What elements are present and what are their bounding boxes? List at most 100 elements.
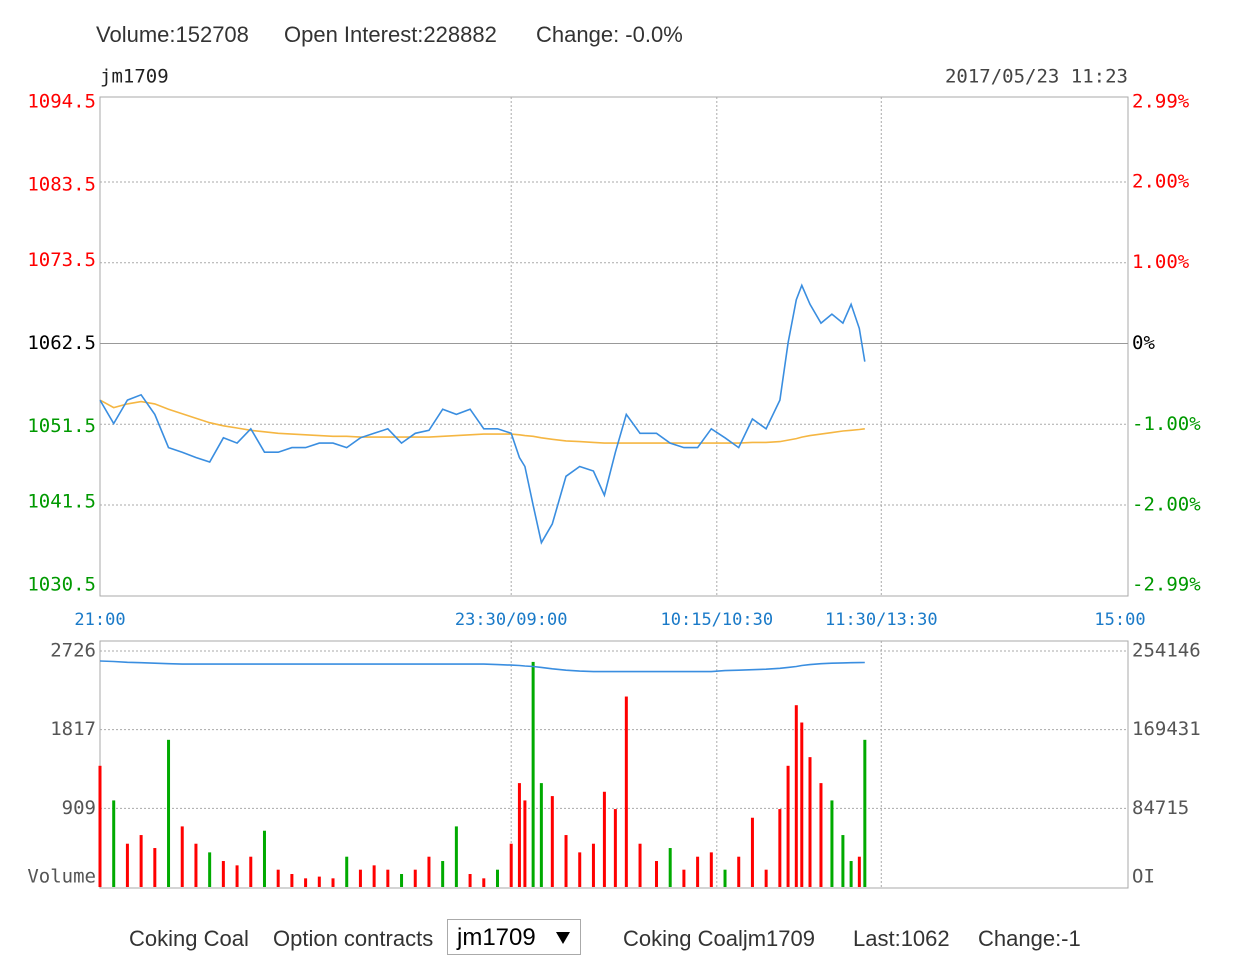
volume-bar [509, 843, 513, 887]
header-volume: Volume:152708 [96, 22, 249, 47]
chart-title: jm1709 [100, 66, 169, 88]
volume-bar [112, 800, 116, 887]
volume-bar [372, 865, 376, 887]
volume-bar [235, 865, 239, 887]
volume-bar [345, 856, 349, 887]
dropdown-arrow [556, 932, 570, 944]
chart: 2.99% 2.00% 1.00% 0% -1.00% -2.00% -2.99% 1094.… [27, 66, 1201, 889]
series-line [99, 660, 865, 673]
volume-bar [602, 791, 606, 887]
x-tick-label: 23:30/09:00 [455, 610, 568, 630]
y2-tick-label: -2.99% [1132, 574, 1201, 596]
y-tick-label: 1062.5 [27, 332, 96, 354]
volume-bar [624, 696, 628, 887]
volume-bar [808, 757, 812, 887]
y-tick-label: 1041.5 [27, 490, 96, 512]
y2-tick-label: -2.00% [1132, 494, 1201, 516]
volume-bar [668, 848, 672, 887]
y-tick-label: Volume [27, 866, 96, 888]
volume-bar [180, 826, 184, 887]
chart-subtitle: 2017/05/23 11:23 [945, 66, 1128, 88]
volume-bar [750, 817, 754, 887]
volume-bar [578, 852, 582, 887]
footer-product: Coking Coal [129, 926, 249, 951]
volume-bar [495, 869, 499, 887]
volume-bar [139, 835, 143, 887]
volume-bar [290, 874, 294, 887]
volume-bar [613, 809, 617, 887]
volume-bar [764, 869, 768, 887]
footer-last: Last:1062 [853, 926, 950, 951]
volume-bar [98, 765, 102, 887]
x-tick-label: 21:00 [74, 610, 125, 630]
volume-bar [863, 739, 867, 887]
volume-bar [830, 800, 834, 887]
volume-bar [276, 869, 280, 887]
volume-bar [167, 739, 171, 887]
y2-tick-label: 84715 [1132, 797, 1189, 819]
volume-bar [709, 852, 713, 887]
volume-bar [221, 861, 225, 887]
volume-bar [153, 848, 157, 887]
volume-bar [249, 856, 253, 887]
contract-select[interactable]: jm1709 [447, 919, 581, 955]
volume-bar [304, 878, 308, 887]
volume-bar [682, 869, 686, 887]
y2-tick-label: 2.00% [1132, 170, 1190, 192]
volume-bar [208, 852, 212, 887]
y-tick-label: 1073.5 [27, 249, 96, 271]
volume-bar [517, 783, 521, 887]
y-tick-label: 1051.5 [27, 415, 96, 437]
volume-bar [413, 869, 417, 887]
y-tick-label: 1083.5 [27, 174, 96, 196]
volume-bar [786, 765, 790, 887]
header-open-interest: Open Interest:228882 [284, 22, 497, 47]
y-tick-label: 1817 [50, 718, 96, 740]
plot-frame [99, 96, 1129, 597]
volume-bar [564, 835, 568, 887]
y2-tick-label: 169431 [1132, 718, 1201, 740]
y-tick-label: 1030.5 [27, 574, 96, 596]
x-tick-label: 11:30/13:30 [825, 610, 938, 630]
volume-bar [737, 856, 741, 887]
volume-bar [696, 856, 700, 887]
series-line [99, 399, 865, 444]
footer-label: Option contracts [273, 926, 434, 951]
volume-bar [482, 878, 486, 887]
volume-bar [841, 835, 845, 887]
header-change: Change: -0.0% [536, 22, 683, 47]
volume-bar [531, 661, 535, 887]
volume-bar [358, 869, 362, 887]
y2-tick-label: 1.00% [1132, 251, 1190, 273]
volume-bar [857, 856, 861, 887]
volume-bar [454, 826, 458, 887]
volume-bar [723, 869, 727, 887]
volume-bar [819, 783, 823, 887]
y-tick-label: 909 [62, 797, 96, 819]
volume-bar [427, 856, 431, 887]
y2-tick-label: 2.99% [1132, 91, 1190, 113]
volume-bar [468, 874, 472, 887]
volume-bar [331, 878, 335, 887]
volume-bar [125, 843, 129, 887]
volume-bar [800, 722, 804, 887]
y-tick-label: 2726 [50, 640, 96, 662]
volume-bar [654, 861, 658, 887]
footer-name: Coking Coaljm1709 [623, 926, 815, 951]
volume-bar [317, 876, 321, 887]
volume-bar [849, 861, 853, 887]
volume-bar [194, 843, 198, 887]
volume-bar [386, 869, 390, 887]
y2-tick-label: -1.00% [1132, 413, 1201, 435]
footer-change: Change:-1 [978, 926, 1081, 951]
x-tick-label: 15:00 [1094, 610, 1145, 630]
volume-bar [550, 796, 554, 887]
plot-frame [99, 640, 1129, 889]
contract-select-value: jm1709 [457, 924, 536, 951]
volume-bar [591, 843, 595, 887]
volume-bar [441, 861, 445, 887]
volume-bar [778, 809, 782, 887]
volume-bar [638, 843, 642, 887]
volume-bar [262, 830, 266, 887]
